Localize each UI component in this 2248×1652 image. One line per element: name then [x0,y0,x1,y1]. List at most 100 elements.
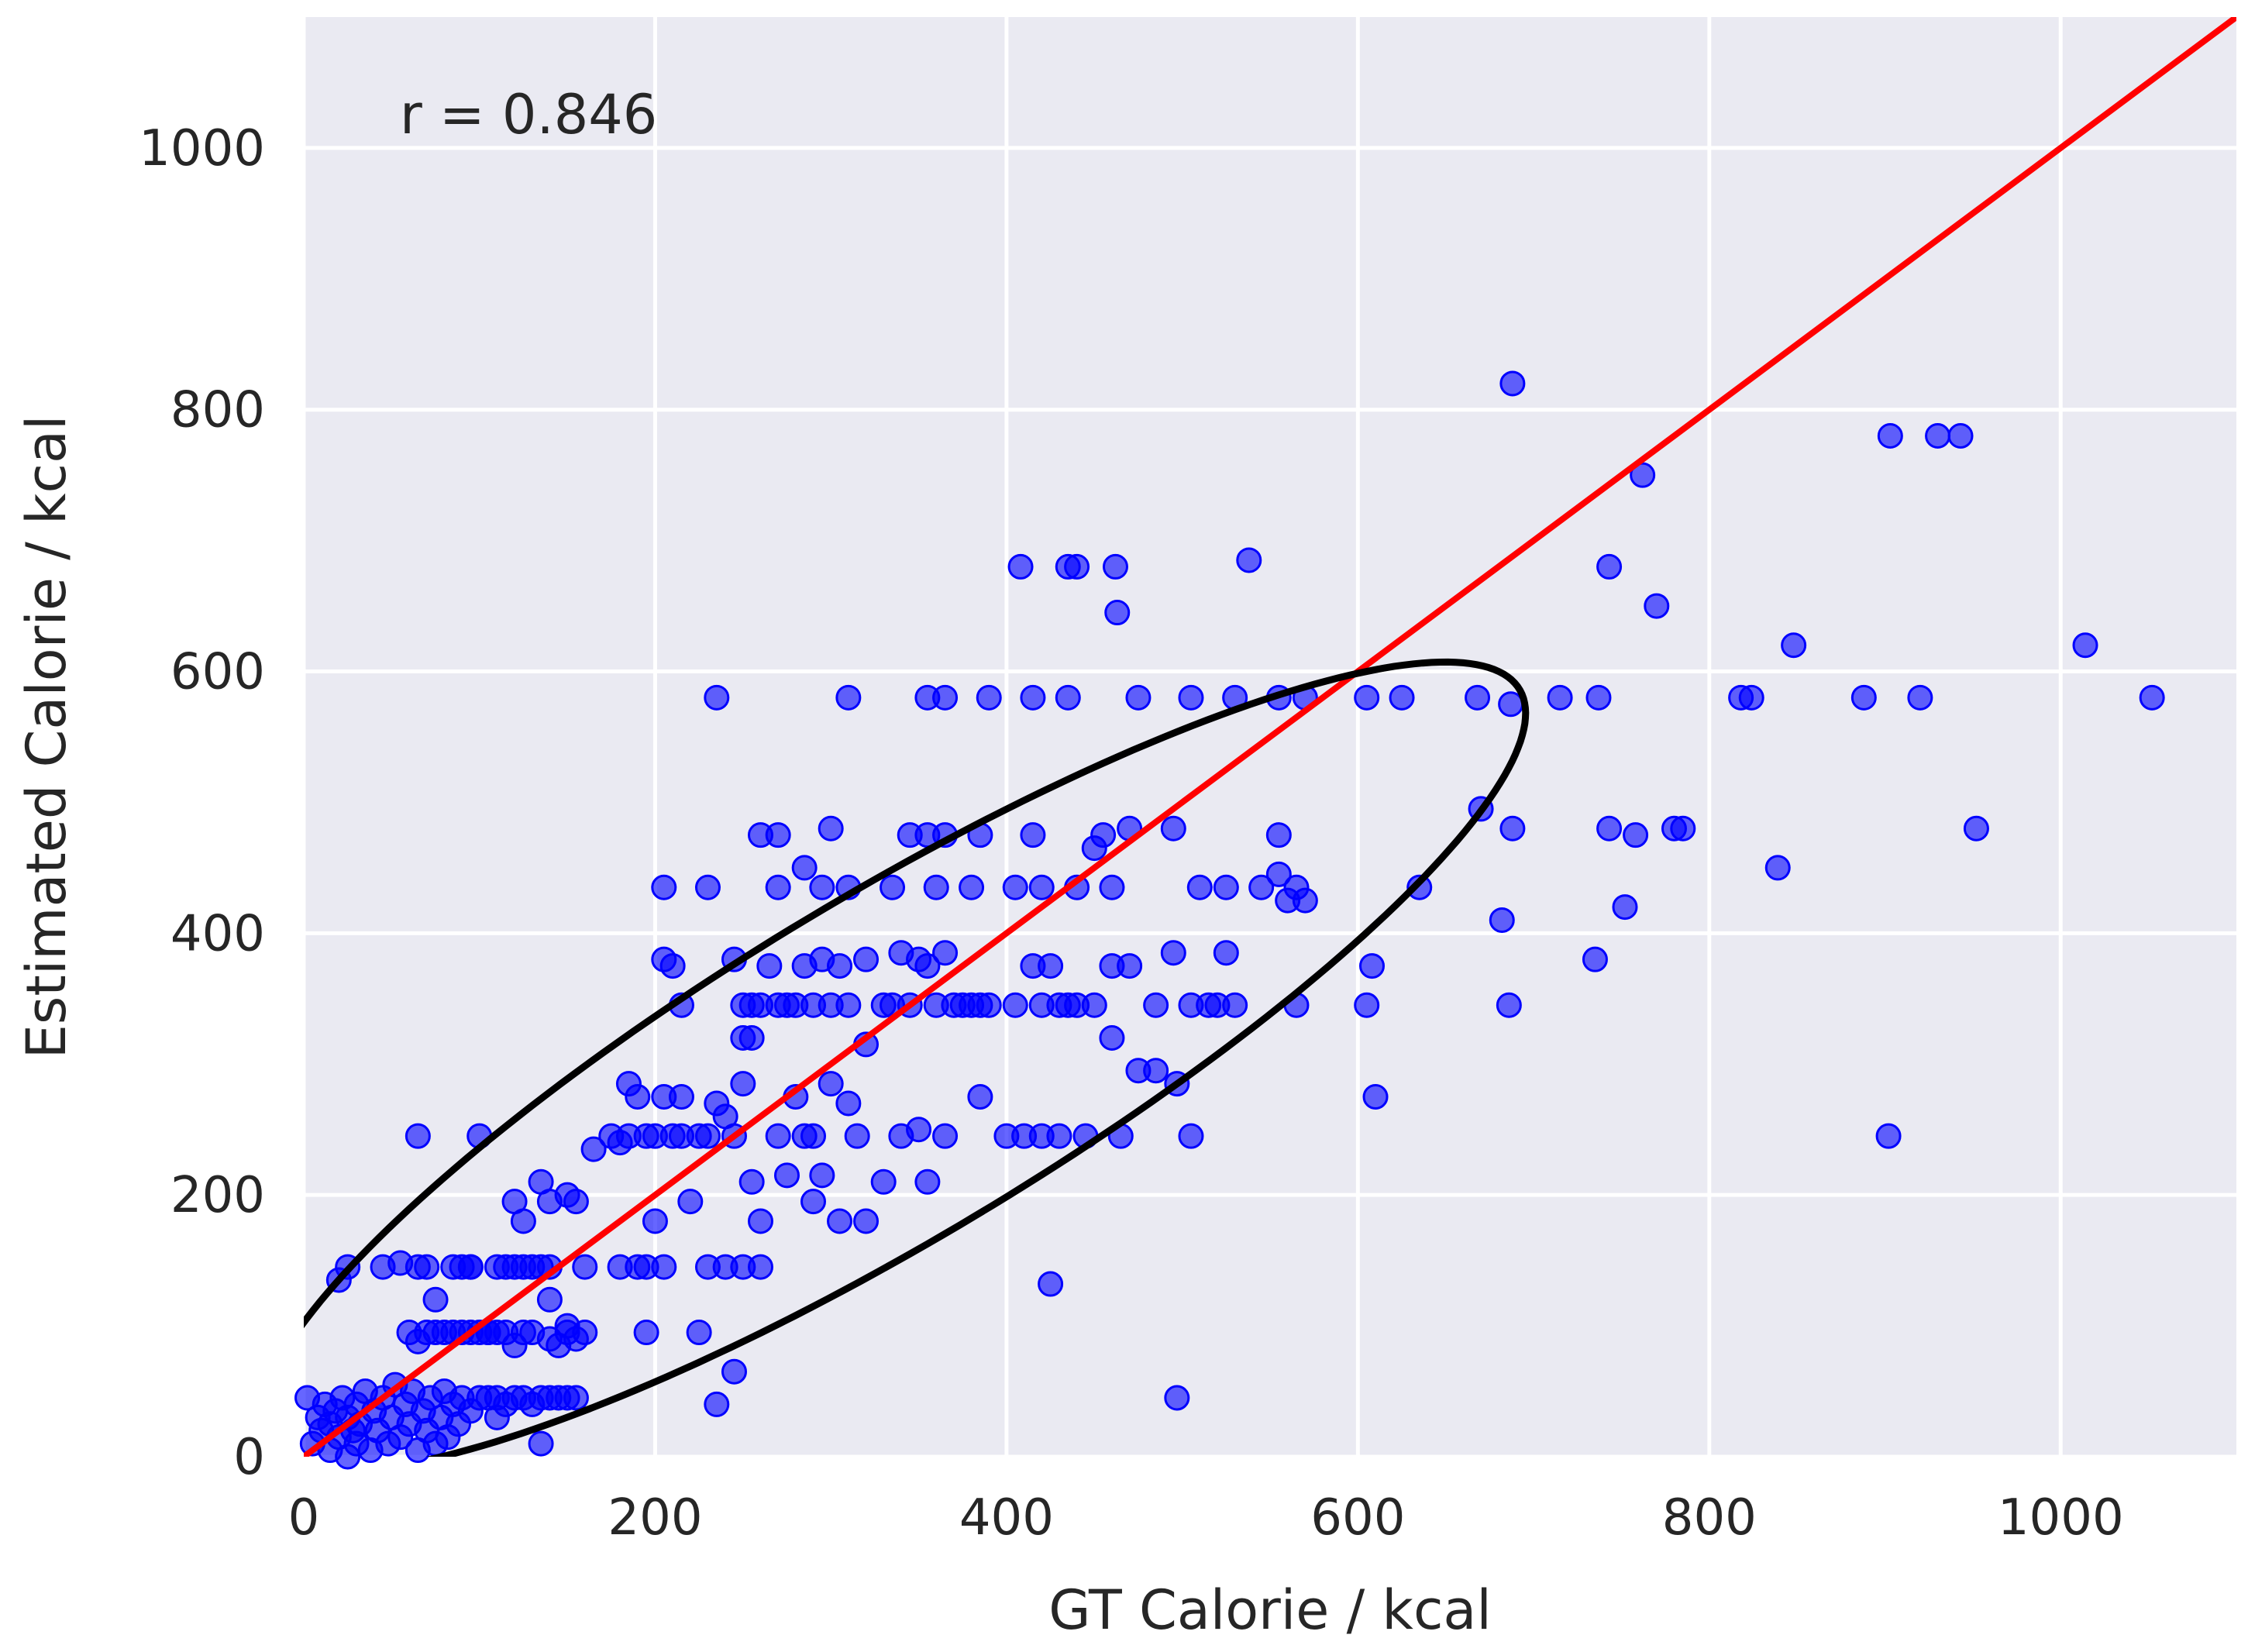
data-point [809,1162,835,1189]
data-point [1064,553,1090,580]
data-point [457,1254,484,1280]
data-point [747,1208,773,1234]
data-point [405,1123,431,1149]
data-point [1850,684,1877,711]
data-point [704,1391,730,1417]
data-point [1090,822,1117,848]
data-point [721,1358,747,1385]
data-point [1585,684,1612,711]
data-point [932,1123,959,1149]
data-point [1178,1123,1204,1149]
data-point [563,1385,589,1411]
data-point [835,992,862,1018]
identity-line [304,17,2236,1457]
data-point [510,1208,536,1234]
data-point [1081,992,1107,1018]
data-point [1947,423,1974,449]
x-tick-label: 800 [1662,1489,1757,1547]
data-point [914,953,941,979]
data-point [1020,822,1046,848]
data-point [1875,1123,1902,1149]
data-point [827,953,853,979]
data-point [1002,874,1028,900]
data-point [765,874,791,900]
data-point [976,992,1002,1018]
data-point [967,1084,993,1110]
data-point [1046,1123,1072,1149]
data-point [1963,815,1989,841]
data-point [774,1162,800,1189]
data-point [484,1404,510,1430]
confidence-ellipse [304,658,1530,1457]
data-point [1623,822,1649,848]
data-point [651,874,677,900]
data-point [563,1189,589,1215]
data-point [1644,593,1670,619]
x-tick-labels: 0 200 400 600 800 1000 [288,1489,2124,1547]
data-point [1738,684,1764,711]
data-point [818,1071,844,1097]
data-point [1406,874,1433,900]
data-point [1002,992,1028,1018]
data-point [747,1254,773,1280]
data-point [694,874,721,900]
data-point [1781,632,1807,659]
correlation-annotation: r = 0.846 [400,83,657,146]
data-point [993,1123,1020,1149]
data-point [1877,423,1903,449]
data-point [1630,462,1656,488]
data-point [1499,815,1526,841]
data-point [914,1168,941,1195]
data-point [704,684,730,711]
gridlines [301,17,2236,1459]
data-point [2072,632,2098,659]
data-point [738,1024,765,1051]
data-point [1496,992,1522,1018]
data-point [1178,684,1204,711]
data-point [1359,953,1386,979]
data-point [1038,1271,1064,1297]
y-tick-label: 400 [170,905,265,962]
data-point [1389,684,1415,711]
data-point [1265,822,1292,848]
y-axis-label: Estimated Calorie / kcal [15,415,78,1059]
data-point [1907,684,1933,711]
x-axis-label: GT Calorie / kcal [1048,1578,1492,1642]
data-point [923,874,949,900]
data-point [1582,946,1608,972]
data-point [536,1286,563,1313]
data-point [1362,1084,1389,1110]
data-point [1925,423,1951,449]
data-point [1038,953,1064,979]
data-point [932,940,959,966]
data-point [615,1123,642,1149]
data-point [1489,907,1515,933]
data-point [738,1168,765,1195]
data-point [791,855,818,881]
data-point [1055,684,1081,711]
data-point [625,1084,651,1110]
data-point [730,1071,756,1097]
data-point [1498,691,1524,718]
data-point [1213,940,1239,966]
data-point [906,1117,932,1143]
data-point [1143,1058,1169,1084]
data-point [1104,600,1131,626]
data-point [809,874,835,900]
data-point [1354,992,1380,1018]
data-point [800,1189,827,1215]
data-point [835,684,862,711]
data-point [1143,992,1169,1018]
x-tick-label: 0 [288,1489,320,1547]
data-point [818,815,844,841]
data-points [294,370,2165,1470]
data-point [1465,684,1491,711]
data-point [1596,553,1623,580]
data-point [765,822,791,848]
data-point [554,1313,580,1339]
data-point [765,1123,791,1149]
data-point [1213,874,1239,900]
data-point [1354,684,1380,711]
data-point [580,1136,607,1162]
